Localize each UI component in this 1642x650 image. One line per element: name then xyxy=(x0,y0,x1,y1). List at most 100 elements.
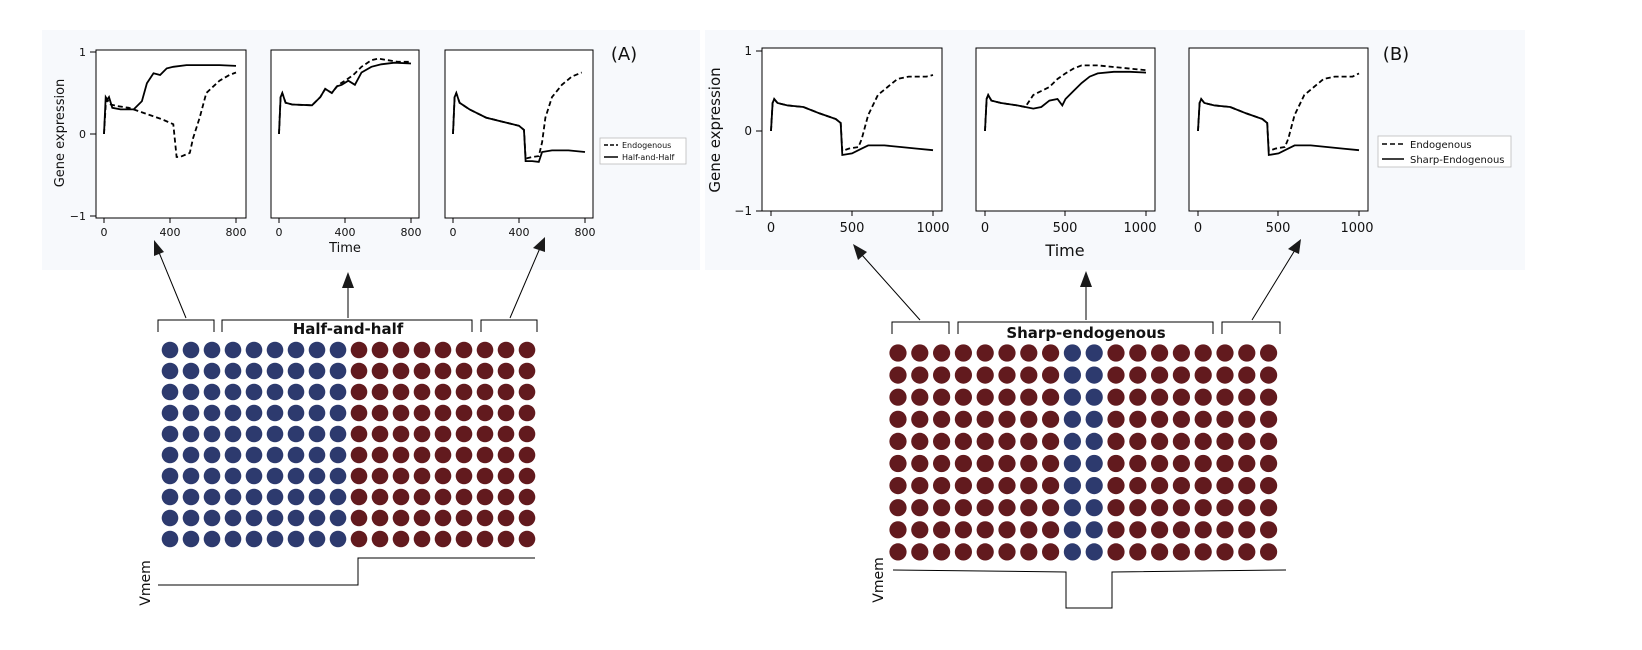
cell-red xyxy=(1129,521,1147,539)
cell-red xyxy=(392,509,410,527)
cell-red xyxy=(518,383,536,401)
cell-red xyxy=(933,499,951,517)
cell-red xyxy=(371,446,389,464)
panel-b-ytick-bottom: −1 xyxy=(734,204,752,218)
cell-blue xyxy=(329,509,347,527)
cell-red xyxy=(954,499,973,517)
cell-red xyxy=(1260,477,1278,495)
plot-b-left-frame xyxy=(761,47,943,212)
cell-red xyxy=(497,383,515,401)
plot-a-left xyxy=(103,64,237,158)
cell-red xyxy=(1129,388,1147,406)
cell-blue xyxy=(182,425,200,443)
cell-red xyxy=(1172,432,1190,450)
cell-red xyxy=(911,344,929,362)
b-right-xtick-1: 500 xyxy=(1266,221,1291,236)
cell-blue xyxy=(161,341,179,359)
cell-red xyxy=(476,362,494,380)
cell-red xyxy=(1107,454,1125,473)
cell-red xyxy=(518,467,536,485)
cell-blue xyxy=(329,446,347,464)
cell-blue xyxy=(266,341,284,359)
cell-blue xyxy=(329,362,347,380)
cell-red xyxy=(1216,366,1234,384)
cell-blue xyxy=(224,341,242,359)
cell-red xyxy=(413,467,431,485)
cell-red xyxy=(1260,366,1278,384)
cell-red xyxy=(476,530,494,548)
cell-red xyxy=(1194,454,1212,473)
panel-a-label: (A) xyxy=(611,44,637,65)
cell-red xyxy=(413,446,431,464)
panel-a-plots: Gene expression 1 0 −1 0 400 800 0 400 8… xyxy=(53,46,687,256)
cell-blue xyxy=(308,446,326,464)
cell-red xyxy=(455,404,473,422)
cell-red xyxy=(911,499,929,517)
panel-b-legend-endogenous: Endogenous xyxy=(1410,140,1472,151)
cell-red xyxy=(933,432,951,450)
cell-blue xyxy=(266,467,284,485)
cell-blue xyxy=(308,530,326,548)
cell-red xyxy=(1042,499,1060,517)
cell-red xyxy=(413,488,431,506)
plot-a-left-frame xyxy=(95,49,247,219)
cell-red xyxy=(1151,543,1169,561)
cell-blue xyxy=(224,425,242,443)
cell-red xyxy=(1238,454,1256,473)
cell-red xyxy=(476,383,494,401)
cell-red xyxy=(1129,432,1147,450)
cell-red xyxy=(998,477,1016,495)
cell-red xyxy=(476,488,494,506)
cell-red xyxy=(954,521,973,539)
panel-b-bracket-label: Sharp-endogenous xyxy=(1006,324,1165,342)
cell-red xyxy=(497,488,515,506)
cell-red xyxy=(911,432,929,450)
panel-b-vmem-trace xyxy=(892,569,1287,609)
cell-red xyxy=(1260,344,1278,362)
cell-red xyxy=(497,404,515,422)
cell-blue xyxy=(1063,543,1081,561)
cell-red xyxy=(1042,477,1060,495)
cell-blue xyxy=(161,488,179,506)
b-left-xtick-1: 500 xyxy=(840,221,865,236)
cell-blue xyxy=(1085,432,1103,450)
cell-blue xyxy=(1063,344,1081,362)
cell-red xyxy=(1194,477,1212,495)
cell-red xyxy=(476,404,494,422)
cell-red xyxy=(1042,543,1060,561)
cell-blue xyxy=(245,467,263,485)
cell-red xyxy=(976,344,994,362)
b-middle-xtick-0: 0 xyxy=(981,221,989,236)
cell-red xyxy=(976,521,994,539)
cell-red xyxy=(954,344,973,362)
cell-red xyxy=(933,344,951,362)
cell-blue xyxy=(203,362,221,380)
plot-a-middle-frame xyxy=(270,49,420,219)
cell-red xyxy=(1172,543,1190,561)
cell-blue xyxy=(224,446,242,464)
cell-red xyxy=(455,425,473,443)
cell-red xyxy=(371,362,389,380)
cell-blue xyxy=(203,488,221,506)
cell-red xyxy=(1020,366,1038,384)
cell-red xyxy=(1042,344,1060,362)
cell-red xyxy=(1260,521,1278,539)
cell-red xyxy=(998,521,1016,539)
cell-red xyxy=(518,446,536,464)
cell-red xyxy=(476,467,494,485)
cell-red xyxy=(392,362,410,380)
cell-red xyxy=(1107,344,1125,362)
cell-red xyxy=(1129,477,1147,495)
cell-red xyxy=(1020,344,1038,362)
a-left-xtick-1: 400 xyxy=(160,226,181,239)
cell-blue xyxy=(329,341,347,359)
cell-red xyxy=(392,446,410,464)
cell-red xyxy=(434,467,452,485)
panel-a-cell-grid xyxy=(161,341,536,548)
cell-red xyxy=(1151,410,1169,428)
cell-blue xyxy=(1085,410,1103,428)
cell-red xyxy=(350,509,368,527)
a-middle-xtick-0: 0 xyxy=(276,226,283,239)
cell-red xyxy=(1151,499,1169,517)
